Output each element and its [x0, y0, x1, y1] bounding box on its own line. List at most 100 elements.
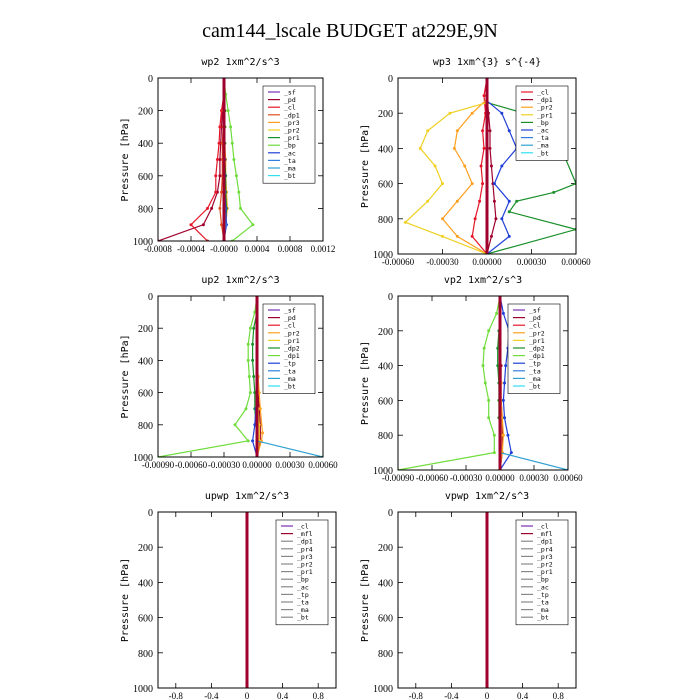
data-point: [248, 391, 252, 395]
x-tick-label: -0.00060: [416, 473, 449, 483]
legend-label: _bt: [529, 383, 541, 391]
data-point: [426, 199, 430, 203]
legend: _cl_mfl_dp1_pr4_pr3_pr2_pr1_bp_ac_tp_ta_…: [515, 519, 569, 626]
data-point: [503, 416, 507, 420]
y-tick-label: 0: [148, 508, 153, 519]
y-tick-label: 1000: [133, 453, 153, 464]
legend-label: _pd: [529, 314, 541, 322]
legend-label: _pr2: [284, 127, 300, 135]
y-axis-label: Pressure [hPa]: [120, 117, 131, 201]
y-tick-label: 1000: [373, 684, 393, 695]
x-tick-label: -0.00060: [382, 257, 415, 267]
y-axis-label: Pressure [hPa]: [360, 558, 371, 642]
x-tick-label: 0: [485, 691, 490, 700]
legend-label: _pr1: [284, 134, 300, 142]
legend-label: _bt: [284, 172, 296, 180]
data-point: [261, 431, 264, 435]
data-point: [246, 439, 250, 443]
panel-title: wp3 1xm^{3} s^{-4}: [433, 57, 541, 68]
series-group: [398, 296, 568, 470]
legend-label: _pr2: [537, 104, 553, 112]
series-group: [158, 296, 323, 457]
data-point: [441, 217, 444, 221]
legend-label: _pr3: [537, 553, 553, 561]
data-point: [403, 220, 407, 224]
data-point: [487, 416, 491, 420]
y-axis-label: Pressure [hPa]: [360, 341, 371, 425]
y-tick-label: 200: [138, 107, 153, 118]
data-point: [218, 174, 222, 178]
x-tick-label: 0.0008: [278, 244, 303, 254]
data-point: [244, 407, 248, 411]
data-point: [452, 146, 456, 150]
data-point: [234, 174, 238, 178]
data-point: [492, 451, 496, 455]
panel-title: up2 1xm^2/s^3: [201, 275, 279, 286]
legend-label: _pd: [284, 314, 296, 322]
panel-4: vp2 1xm^2/s^3 Pressure [hPa] 0 200 400 600 800…: [360, 275, 583, 483]
data-point: [481, 364, 485, 368]
x-tick-label: -0.8: [169, 691, 184, 700]
data-point: [246, 358, 250, 362]
data-point: [492, 433, 496, 437]
data-point: [455, 129, 459, 133]
data-point: [504, 364, 508, 368]
legend-label: _pr2: [297, 561, 313, 569]
data-point: [495, 311, 499, 315]
y-axis-label: Pressure [hPa]: [120, 558, 131, 642]
data-point: [441, 182, 444, 186]
data-point: [201, 223, 205, 227]
data-point: [507, 210, 511, 214]
y-tick-label: 400: [378, 578, 393, 589]
data-point: [478, 199, 482, 203]
legend-label: _pr2: [284, 329, 300, 337]
legend-label: _pr2: [537, 561, 553, 569]
data-point: [233, 423, 237, 427]
y-tick-label: 800: [378, 431, 393, 442]
data-point: [500, 217, 504, 221]
y-tick-label: 200: [138, 324, 153, 335]
data-point: [470, 111, 474, 115]
data-point: [448, 111, 452, 115]
data-point: [507, 234, 511, 238]
data-point: [482, 94, 486, 98]
data-point: [470, 234, 474, 238]
data-point: [489, 164, 493, 168]
data-point: [214, 190, 218, 194]
data-point: [217, 141, 221, 145]
data-point: [492, 199, 496, 203]
legend-label: _bt: [284, 383, 296, 391]
legend-label: _tp: [297, 591, 309, 599]
y-tick-label: 600: [378, 396, 393, 407]
y-tick-label: 0: [388, 74, 393, 85]
x-tick-label: -0.00090: [142, 460, 175, 470]
legend-label: _ac: [537, 583, 549, 591]
legend-label: _bp: [297, 576, 309, 584]
x-tick-label: 0.00000: [472, 257, 502, 267]
y-tick-label: 600: [378, 180, 393, 191]
data-point: [455, 199, 459, 203]
y-tick-label: 200: [138, 543, 153, 554]
legend-label: _bp: [537, 119, 549, 127]
data-point: [507, 129, 511, 133]
y-tick-label: 1000: [373, 250, 393, 261]
legend-label: _pr3: [297, 553, 313, 561]
legend-label: _cl: [537, 523, 549, 531]
legend-label: _dp2: [284, 345, 300, 353]
data-point: [258, 407, 262, 411]
data-point: [496, 346, 500, 350]
legend-box: [275, 519, 329, 626]
legend-label: _ta: [297, 599, 309, 607]
data-point: [239, 206, 242, 210]
x-tick-label: 0.00060: [308, 460, 338, 470]
y-tick-label: 600: [138, 614, 153, 625]
data-point: [229, 125, 233, 129]
data-point: [470, 182, 474, 186]
data-point: [230, 141, 234, 145]
legend-label: _dp1: [537, 96, 553, 104]
x-tick-label: 0.4: [517, 691, 529, 700]
x-tick-label: -0.00030: [450, 473, 483, 483]
legend-label: _dp1: [529, 352, 545, 360]
legend-box: [515, 519, 569, 626]
legend-label: _bt: [537, 614, 549, 622]
